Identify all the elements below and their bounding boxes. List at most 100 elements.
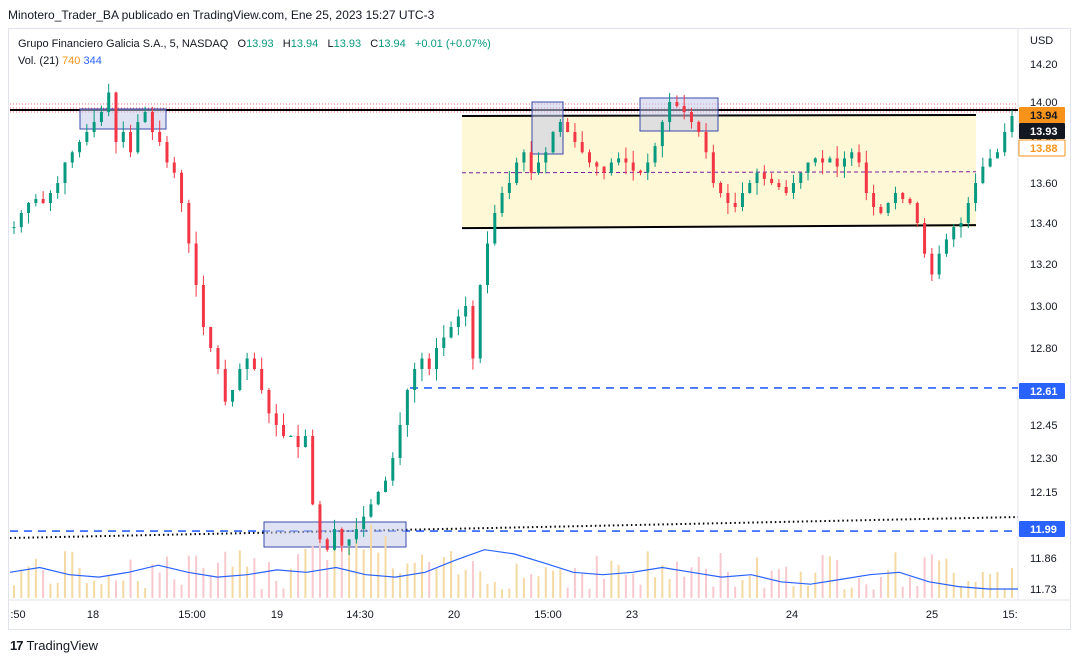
- highlight-box: [639, 97, 719, 132]
- volume-bar: [624, 574, 627, 598]
- candle-body: [770, 178, 774, 183]
- price-label-text: 13.94: [1030, 110, 1058, 122]
- volume-bar: [552, 570, 555, 598]
- candle-body: [573, 132, 577, 142]
- y-tick-label: 12.15: [1030, 487, 1058, 499]
- volume-bar: [216, 562, 219, 598]
- candle-body: [981, 166, 985, 183]
- volume-bar: [748, 575, 751, 598]
- x-tick-label: 18: [87, 609, 99, 621]
- volume-bar: [420, 554, 423, 598]
- candle-body: [19, 213, 23, 228]
- footer: 17 TradingView: [10, 638, 98, 653]
- low-value: 13.93: [333, 38, 362, 50]
- candle-body: [260, 369, 264, 390]
- volume-bar: [872, 589, 875, 598]
- trend-dotted-line: [9, 516, 1019, 539]
- volume-bar: [1003, 588, 1006, 598]
- volume-bar: [78, 567, 81, 598]
- candle-body: [558, 122, 562, 132]
- volume-bar: [712, 586, 715, 598]
- candle-body: [340, 529, 344, 546]
- volume-bar: [821, 555, 824, 598]
- volume-bar: [879, 576, 882, 598]
- candle-body: [755, 172, 759, 183]
- candle-body: [937, 253, 941, 275]
- candle-body: [660, 122, 664, 147]
- volume-bar: [894, 552, 897, 598]
- volume-bar: [675, 561, 678, 598]
- candle-body: [405, 390, 409, 425]
- candle-body: [675, 102, 679, 106]
- volume-bar: [486, 583, 489, 598]
- candle-body: [267, 390, 271, 414]
- candle-body: [318, 504, 322, 540]
- volume-bar: [457, 574, 460, 598]
- candle-body: [216, 348, 220, 369]
- tradingview-logo-icon: 17: [10, 638, 24, 653]
- volume-bar: [333, 543, 336, 598]
- price-label-box: [1018, 139, 1066, 157]
- candle-body: [456, 316, 460, 327]
- volume-bar: [129, 559, 132, 598]
- candle-body: [791, 183, 795, 193]
- volume-bar: [158, 572, 161, 598]
- volume-bar: [209, 575, 212, 598]
- candle-body: [362, 516, 366, 529]
- candle-body: [252, 358, 256, 369]
- highlight-box: [531, 101, 564, 155]
- candle-body: [478, 285, 482, 359]
- volume-bar: [683, 576, 686, 598]
- volume-bar: [231, 566, 234, 598]
- volume-bar: [450, 551, 453, 598]
- y-tick-label: 11.73: [1030, 584, 1057, 596]
- volume-bar: [238, 550, 241, 598]
- x-tick-label: 20: [448, 609, 460, 621]
- volume-bar: [56, 582, 59, 598]
- candle-body: [974, 183, 978, 203]
- chart-legend: Grupo Financiero Galicia S.A., 5, NASDAQ…: [18, 36, 491, 70]
- volume-bar: [20, 569, 23, 598]
- volume-bar: [318, 528, 321, 598]
- candle-body: [682, 106, 686, 112]
- volume-label: Vol. (21): [18, 55, 59, 67]
- close-label: C: [370, 38, 379, 50]
- candle-body: [653, 146, 657, 163]
- volume-bar: [646, 551, 649, 598]
- candle-body: [158, 132, 162, 142]
- candle-body: [99, 112, 103, 122]
- volume-bar: [1011, 568, 1013, 598]
- close-value: 13.94: [378, 38, 406, 50]
- candle-body: [34, 199, 38, 203]
- volume-bar: [399, 573, 402, 598]
- candle-body: [879, 207, 883, 213]
- candle-body: [413, 369, 417, 390]
- candle-body: [624, 158, 628, 163]
- candle-body: [92, 122, 96, 132]
- volume-bar: [734, 586, 737, 598]
- volume-bar: [573, 567, 576, 598]
- price-label-box: [1019, 107, 1065, 123]
- candle-body: [602, 166, 606, 173]
- y-tick-label: 12.80: [1030, 343, 1058, 355]
- candle-body: [536, 162, 540, 173]
- candle-body: [711, 152, 715, 183]
- x-tick-label: 23: [626, 609, 638, 621]
- volume-bar: [763, 587, 766, 598]
- volume-bar: [770, 570, 773, 598]
- volume-bar: [246, 566, 249, 598]
- range-channel-mid-line: [461, 171, 977, 174]
- volume-bar: [355, 522, 358, 598]
- volume-bar: [260, 589, 263, 598]
- candle-body: [762, 172, 766, 179]
- candle-body: [566, 122, 570, 132]
- volume-value: 740: [62, 55, 81, 67]
- price-label-box: [1019, 383, 1065, 399]
- candle-body: [201, 285, 205, 327]
- legend-volume-row: Vol. (21) 740 344: [18, 53, 491, 70]
- chart-frame[interactable]: [8, 28, 1071, 630]
- candle-body: [806, 162, 810, 173]
- candle-body: [901, 193, 905, 199]
- candle-body: [748, 183, 752, 193]
